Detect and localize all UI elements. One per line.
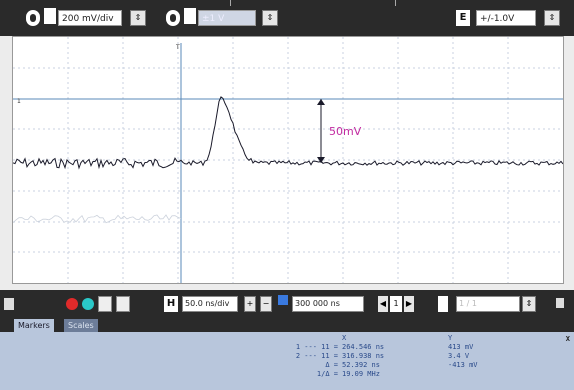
channel-b-range-select[interactable]: ±1 V — [198, 10, 256, 26]
top-divider — [230, 0, 231, 6]
scope-plot[interactable]: T 1 50mV — [12, 36, 564, 284]
toolbar-end-icon[interactable] — [556, 298, 564, 308]
next-icon[interactable]: ▶ — [404, 296, 414, 312]
noise-trace — [13, 214, 182, 224]
trigger-e-button[interactable]: E — [456, 10, 470, 26]
record-select[interactable]: 1 / 1 — [456, 296, 520, 312]
channel-a-range-spinner[interactable]: ⇕ — [130, 10, 146, 26]
tab-markers[interactable]: Markers — [14, 319, 54, 332]
probe-a-icon[interactable] — [44, 8, 56, 24]
row-label: 1 --- 11 = — [295, 343, 338, 351]
channel-a-icon[interactable] — [26, 10, 40, 26]
zoom-in-icon[interactable]: + — [244, 296, 256, 312]
row-x: 19.09 MHz — [342, 370, 380, 378]
row-label: Δ = — [325, 361, 338, 369]
capture-toolbar: H 50.0 ns/div + − 300 000 ns ◀ 1 ▶ 1 / 1… — [0, 290, 574, 318]
time-position-field[interactable]: 300 000 ns — [292, 296, 364, 312]
channel-a-range-select[interactable]: 200 mV/div — [58, 10, 122, 26]
trigger-range-select[interactable]: +/-1.0V — [476, 10, 536, 26]
zoom-level: 1 — [390, 296, 402, 312]
close-icon[interactable]: X — [565, 335, 570, 343]
tab-scales[interactable]: Scales — [64, 319, 98, 332]
markers-panel: X X Y 1 --- 11 = 264.546 ns 413 mV 2 ---… — [0, 332, 574, 390]
timebase-select[interactable]: 50.0 ns/div — [182, 296, 238, 312]
channel-toolbar: 200 mV/div ⇕ ±1 V ⇕ E +/-1.0V ⇕ — [0, 0, 574, 36]
plot-grid — [13, 37, 563, 283]
record-icon[interactable] — [66, 298, 78, 310]
run-icon[interactable] — [82, 298, 94, 310]
amplitude-arrow-bottom — [317, 157, 325, 163]
header-y: Y — [448, 334, 453, 342]
scope-graph: T 1 50mV — [13, 37, 563, 283]
header-x: X — [342, 334, 347, 342]
grip-icon[interactable] — [4, 298, 14, 310]
amplitude-arrow-top — [317, 99, 325, 105]
page-icon[interactable] — [438, 296, 448, 312]
row-label: 2 --- 11 = — [295, 352, 338, 360]
row-x: 316.938 ns — [342, 352, 385, 360]
row-y: 413 mV — [448, 343, 474, 351]
print-icon[interactable] — [116, 296, 130, 312]
row-x: 264.546 ns — [342, 343, 385, 351]
row-y: -413 mV — [448, 361, 478, 369]
top-divider — [395, 0, 396, 6]
bottom-tabs: Markers Scales — [0, 318, 574, 332]
probe-b-icon[interactable] — [184, 8, 196, 24]
trigger-range-spinner[interactable]: ⇕ — [544, 10, 560, 26]
row-x: 52.392 ns — [342, 361, 380, 369]
trigger-marker-label: T — [175, 44, 180, 51]
marker-label: 1 — [17, 98, 21, 105]
waveform-trace — [13, 96, 563, 170]
settings-icon[interactable] — [98, 296, 112, 312]
row-label: 1/Δ = — [316, 370, 338, 378]
record-spinner[interactable]: ⇕ — [522, 296, 536, 312]
row-y: 3.4 V — [448, 352, 470, 360]
amplitude-annotation: 50mV — [329, 125, 362, 138]
prev-icon[interactable]: ◀ — [378, 296, 388, 312]
channel-b-range-spinner[interactable]: ⇕ — [262, 10, 278, 26]
info-icon[interactable] — [278, 295, 288, 305]
h-button[interactable]: H — [164, 296, 178, 312]
channel-b-icon[interactable] — [166, 10, 180, 26]
zoom-out-icon[interactable]: − — [260, 296, 272, 312]
